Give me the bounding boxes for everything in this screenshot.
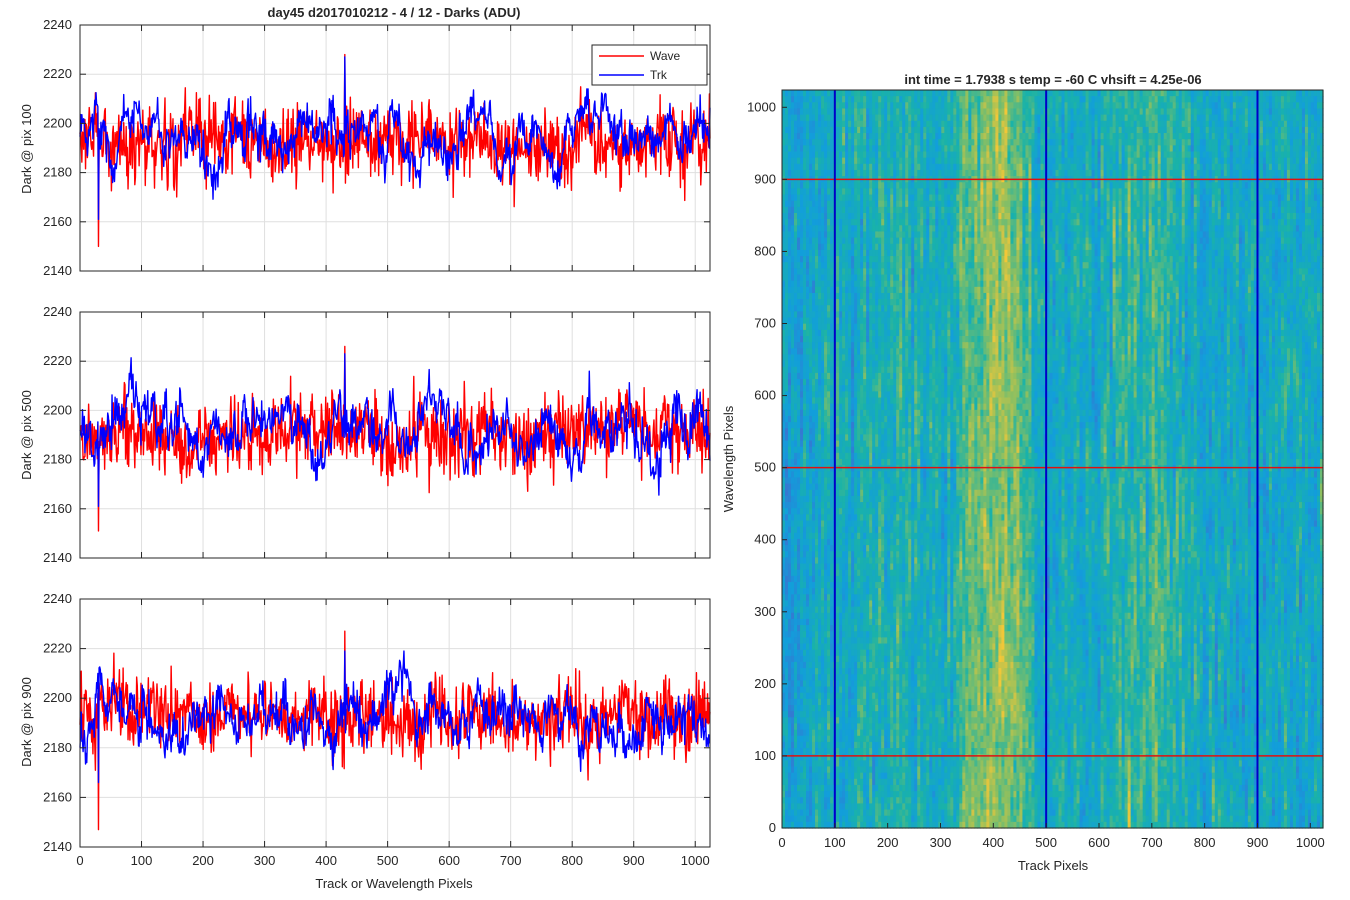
y-tick-label: 2180 [43,165,72,180]
heatmap-plot: int time = 1.7938 s temp = -60 C vhsift … [721,72,1325,873]
y-tick-label: 2160 [43,789,72,804]
x-tick-label: 700 [500,853,522,868]
y-tick-label: 2200 [43,402,72,417]
legend: Wave Trk [592,45,707,85]
legend-label-trk: Trk [650,68,668,82]
y-tick-label: 2200 [43,690,72,705]
figure-title: day45 d2017010212 - 4 / 12 - Darks (ADU) [268,5,521,20]
x-tick-label: 600 [438,853,460,868]
x-tick-label: 300 [254,853,276,868]
heatmap-cells [782,90,1324,829]
x-tick-label: 200 [192,853,214,868]
legend-label-wave: Wave [650,49,681,63]
x-tick-label: 100 [131,853,153,868]
y-tick-label: 2140 [43,550,72,565]
line-plot-pix100: day45 d2017010212 - 4 / 12 - Darks (ADU)… [19,5,710,278]
y-tick-label: 2200 [43,115,72,130]
x-tick-label: 400 [315,853,337,868]
x-tick-label: 500 [377,853,399,868]
y-tick-label: 2240 [43,304,72,319]
y-tick-label: 2140 [43,263,72,278]
y-tick-label: 2220 [43,641,72,656]
y-axis-label-pix100: Dark @ pix 100 [19,104,34,194]
y-tick-label: 2220 [43,353,72,368]
x-tick-label: 900 [623,853,645,868]
y-tick-label: 2220 [43,66,72,81]
line-plot-pix500: Dark @ pix 500 2140 2160 2180 2200 2220 2240 [19,304,710,565]
y-tick-label: 2160 [43,214,72,229]
y-tick-label: 2240 [43,17,72,32]
x-tick-label: 0 [76,853,83,868]
y-axis-label-pix900: Dark @ pix 900 [19,677,34,767]
x-tick-label: 1000 [681,853,710,868]
y-tick-label: 2180 [43,452,72,467]
y-tick-label: 2180 [43,740,72,755]
y-tick-label: 2240 [43,591,72,606]
x-tick-label: 800 [561,853,583,868]
y-tick-label: 2140 [43,839,72,854]
x-axis-label-pixels: Track or Wavelength Pixels [315,876,473,891]
y-axis-label-pix500: Dark @ pix 500 [19,390,34,480]
y-tick-label: 2160 [43,501,72,516]
line-plot-pix900: Dark @ pix 900 Track or Wavelength Pixel… [19,591,710,891]
